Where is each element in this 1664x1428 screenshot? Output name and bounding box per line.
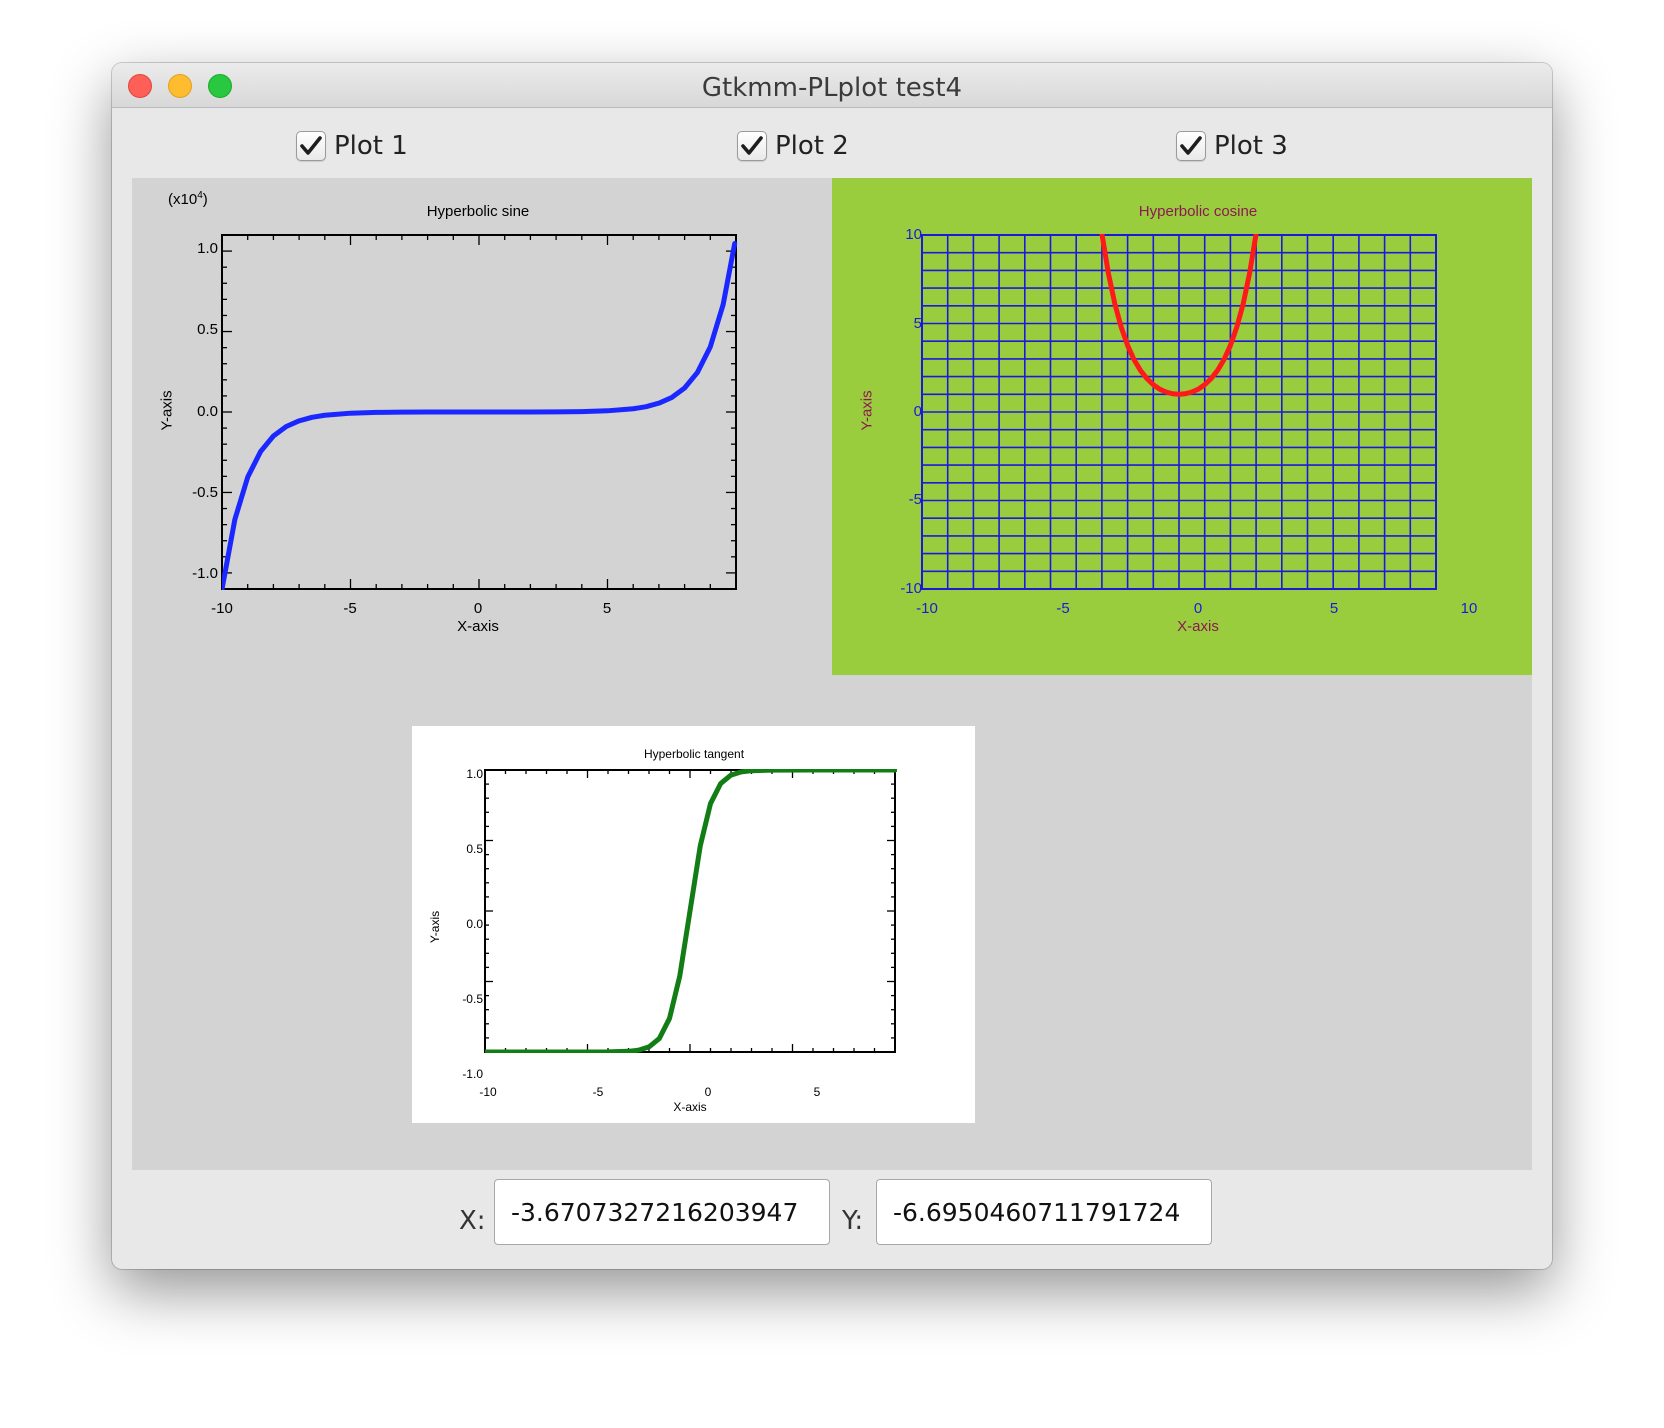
plot1-checkbox[interactable] <box>296 131 326 161</box>
plot3-label: Plot 3 <box>1214 131 1288 161</box>
cosh-y-tick-label: 0 <box>913 403 922 420</box>
cosh-x-tick-label: 5 <box>1329 600 1339 617</box>
plot3-checkbox[interactable] <box>1176 131 1206 161</box>
cosh-x-axis-label: X-axis <box>1177 618 1219 635</box>
cosh-y-tick-label: 5 <box>913 315 922 332</box>
tanh-x-tick-label: 0 <box>704 1085 712 1099</box>
plot-frame <box>221 234 737 590</box>
zoom-light-icon[interactable] <box>208 74 232 98</box>
sinh-x-tick-label: 0 <box>473 600 483 617</box>
series-line-0 <box>222 241 738 590</box>
window-title: Gtkmm-PLplot test4 <box>701 73 963 103</box>
x-coordinate-field[interactable] <box>494 1179 830 1245</box>
sinh-plot-panel[interactable]: Hyperbolic sine (x104) X-axis Y-axis -10… <box>132 178 832 675</box>
cosh-x-tick-label: 0 <box>1193 600 1203 617</box>
title-bar[interactable]: Gtkmm-PLplot test4 <box>112 63 1552 108</box>
sinh-chart-svg <box>221 234 738 590</box>
tanh-y-tick-label: -0.5 <box>462 992 483 1006</box>
plot-canvas[interactable]: Hyperbolic sine (x104) X-axis Y-axis -10… <box>132 178 1532 1170</box>
tanh-x-axis-label: X-axis <box>673 1100 707 1114</box>
tanh-y-tick-label: -1.0 <box>462 1067 483 1081</box>
sinh-chart-title: Hyperbolic sine <box>426 203 530 220</box>
tanh-y-tick-label: 0.0 <box>466 917 483 931</box>
plot2-checkbox[interactable] <box>737 131 767 161</box>
sinh-y-multiplier: (x104) <box>168 190 208 208</box>
cosh-y-tick-label: -5 <box>908 491 922 508</box>
cosh-chart-title: Hyperbolic cosine <box>1138 203 1258 220</box>
cosh-x-tick-label: -10 <box>916 600 938 617</box>
cosh-chart-svg <box>921 234 1437 590</box>
tanh-y-tick-label: 0.5 <box>466 842 483 856</box>
tanh-plot-panel[interactable]: Hyperbolic tangent X-axis Y-axis -10 -5 … <box>412 726 975 1123</box>
minimize-light-icon[interactable] <box>168 74 192 98</box>
series-line-0 <box>1099 234 1259 397</box>
sinh-x-axis-label: X-axis <box>457 618 499 635</box>
cosh-y-axis-label: Y-axis <box>858 390 876 431</box>
tanh-x-tick-label: -5 <box>592 1085 604 1099</box>
cosh-x-tick-label: -5 <box>1056 600 1070 617</box>
sinh-x-tick-label: -5 <box>343 600 357 617</box>
y-coordinate-field[interactable] <box>876 1179 1212 1245</box>
cosh-plot-panel[interactable]: Hyperbolic cosine X-axis Y-axis -10 -5 0… <box>832 178 1532 675</box>
tanh-y-tick-label: 1.0 <box>466 767 483 781</box>
cosh-x-tick-label: 10 <box>1460 600 1478 617</box>
tanh-chart-svg <box>484 769 897 1053</box>
plot-frame <box>484 769 896 1053</box>
close-light-icon[interactable] <box>128 74 152 98</box>
tanh-x-tick-label: 5 <box>813 1085 821 1099</box>
checkmark-icon <box>300 136 322 155</box>
cosh-y-tick-label: 10 <box>905 226 922 243</box>
plot3-toggle[interactable]: Plot 3 <box>1176 129 1288 163</box>
x-coordinate-label: X: <box>459 1206 486 1236</box>
sinh-y-tick-label: 1.0 <box>197 240 218 257</box>
plot-frame <box>921 234 1437 590</box>
sinh-x-tick-label: 5 <box>602 600 612 617</box>
plot1-toggle[interactable]: Plot 1 <box>296 129 408 163</box>
app-window: Gtkmm-PLplot test4 Plot 1 Plot 2 Plot 3 <box>112 63 1552 1269</box>
cosh-y-tick-label: -10 <box>900 580 922 597</box>
sinh-x-tick-label: -10 <box>211 600 233 617</box>
checkmark-icon <box>1180 136 1202 155</box>
plot2-label: Plot 2 <box>775 131 849 161</box>
series-line-0 <box>485 769 897 1053</box>
sinh-y-axis-label: Y-axis <box>158 390 176 431</box>
plot1-label: Plot 1 <box>334 131 408 161</box>
tanh-x-tick-label: -10 <box>479 1085 497 1099</box>
tanh-y-axis-label: Y-axis <box>428 910 442 944</box>
sinh-y-tick-label: 0.0 <box>197 403 218 420</box>
y-coordinate-label: Y: <box>842 1206 864 1236</box>
plot2-toggle[interactable]: Plot 2 <box>737 129 849 163</box>
sinh-y-tick-label: -1.0 <box>192 565 218 582</box>
sinh-y-tick-label: 0.5 <box>197 321 218 338</box>
sinh-y-tick-label: -0.5 <box>192 484 218 501</box>
checkmark-icon <box>741 136 763 155</box>
tanh-chart-title: Hyperbolic tangent <box>643 747 745 761</box>
